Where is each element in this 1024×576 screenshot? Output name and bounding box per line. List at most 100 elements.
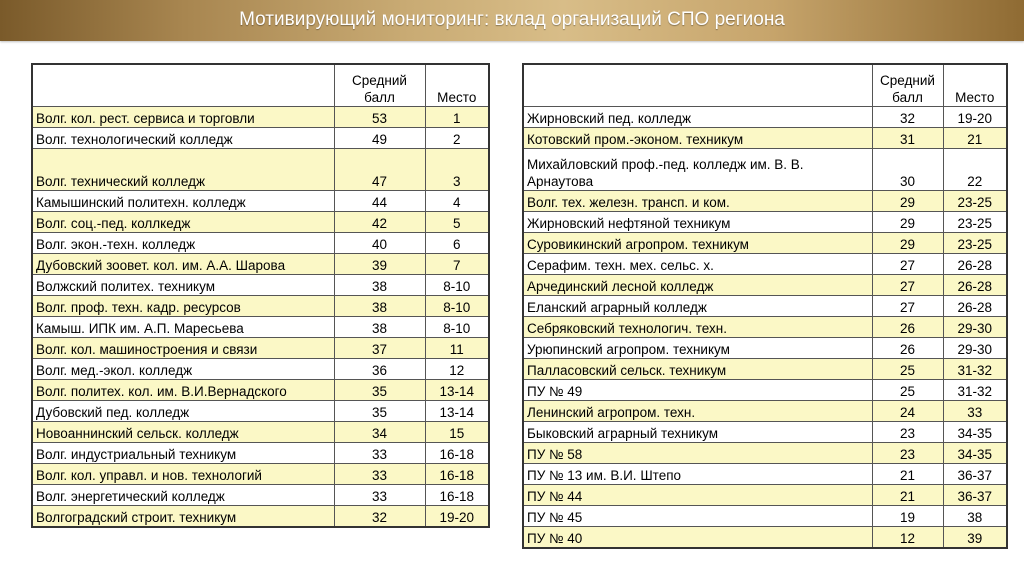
score-cell: 19: [871, 505, 944, 527]
score-cell: 47: [333, 148, 426, 191]
org-name-cell: ПУ № 44: [522, 484, 873, 506]
org-name-cell: Быковский аграрный техникум: [522, 421, 873, 443]
place-cell: 2: [424, 127, 490, 149]
table-row: Камышинский политехн. колледж 44 4: [31, 190, 490, 212]
place-cell: 39: [942, 526, 1008, 549]
score-cell: 26: [871, 337, 944, 359]
place-cell: 16-18: [424, 442, 490, 464]
org-name-cell: ПУ № 40: [522, 526, 873, 549]
table-row: ПУ № 13 им. В.И. Штепо 21 36-37: [522, 463, 1008, 485]
place-cell: 36-37: [942, 484, 1008, 506]
table-row: Волг. политех. кол. им. В.И.Вернадского 3…: [31, 379, 490, 401]
score-cell: 34: [333, 421, 426, 443]
place-cell: 12: [424, 358, 490, 380]
place-cell: 29-30: [942, 316, 1008, 338]
table-row: Арчединский лесной колледж 27 26-28: [522, 274, 1008, 296]
org-name-cell: Волг. политех. кол. им. В.И.Вернадского: [31, 379, 335, 401]
score-cell: 38: [333, 295, 426, 317]
org-name-cell: Михайловский проф.-пед. колледж им. В. В…: [522, 148, 873, 191]
score-cell: 33: [333, 463, 426, 485]
score-cell: 29: [871, 232, 944, 254]
score-cell: 33: [333, 442, 426, 464]
score-cell: 42: [333, 211, 426, 233]
table-row: ПУ № 44 21 36-37: [522, 484, 1008, 506]
header-place: Место: [424, 63, 490, 107]
score-cell: 40: [333, 232, 426, 254]
score-cell: 31: [871, 127, 944, 149]
place-cell: 13-14: [424, 400, 490, 422]
table-row: Волг. тех. железн. трансп. и ком. 29 23-25: [522, 190, 1008, 212]
table-row: ПУ № 45 19 38: [522, 505, 1008, 527]
score-cell: 35: [333, 379, 426, 401]
place-cell: 26-28: [942, 253, 1008, 275]
table-row: Серафим. техн. мех. сельс. х. 27 26-28: [522, 253, 1008, 275]
score-cell: 38: [333, 274, 426, 296]
org-name-cell: Волг. технический колледж: [31, 148, 335, 191]
place-cell: 1: [424, 106, 490, 128]
table-row: Котовский пром.-эконом. техникум 31 21: [522, 127, 1008, 149]
place-cell: 13-14: [424, 379, 490, 401]
score-cell: 24: [871, 400, 944, 422]
place-cell: 23-25: [942, 232, 1008, 254]
score-cell: 30: [871, 148, 944, 191]
table-row: Волгоградский строит. техникум 32 19-20: [31, 505, 490, 528]
table-row: Волг. мед.-экол. колледж 36 12: [31, 358, 490, 380]
org-name-cell: Еланский аграрный колледж: [522, 295, 873, 317]
org-name-cell: Волгоградский строит. техникум: [31, 505, 335, 528]
org-name-cell: Волг. кол. рест. сервиса и торговли: [31, 106, 335, 128]
table-row: ПУ № 49 25 31-32: [522, 379, 1008, 401]
header-place: Место: [942, 63, 1008, 107]
table-row: Волжский политех. техникум 38 8-10: [31, 274, 490, 296]
score-cell: 27: [871, 295, 944, 317]
org-name-cell: ПУ № 49: [522, 379, 873, 401]
header-score: Средний балл: [333, 63, 426, 107]
rating-table-right: Средний балл Место Жирновский пед. колле…: [522, 63, 1008, 549]
score-cell: 25: [871, 358, 944, 380]
place-cell: 36-37: [942, 463, 1008, 485]
table-row: Жирновский нефтяной техникум 29 23-25: [522, 211, 1008, 233]
score-cell: 37: [333, 337, 426, 359]
slide-title: Мотивирующий мониторинг: вклад организац…: [239, 9, 785, 30]
org-name-cell: Жирновский пед. колледж: [522, 106, 873, 128]
org-name-cell: Жирновский нефтяной техникум: [522, 211, 873, 233]
score-cell: 27: [871, 253, 944, 275]
place-cell: 8-10: [424, 274, 490, 296]
place-cell: 23-25: [942, 190, 1008, 212]
score-cell: 49: [333, 127, 426, 149]
table-row: Дубовский зоовет. кол. им. А.А. Шарова 39…: [31, 253, 490, 275]
place-cell: 21: [942, 127, 1008, 149]
org-name-cell: Волг. кол. машиностроения и связи: [31, 337, 335, 359]
table-header-row: Средний балл Место: [522, 63, 1008, 107]
place-cell: 38: [942, 505, 1008, 527]
score-cell: 21: [871, 484, 944, 506]
org-name-cell: Волг. индустриальный техникум: [31, 442, 335, 464]
place-cell: 4: [424, 190, 490, 212]
org-name-cell: Волжский политех. техникум: [31, 274, 335, 296]
org-name-cell: Волг. тех. железн. трансп. и ком.: [522, 190, 873, 212]
table-row: Волг. соц.-пед. коллкедж 42 5: [31, 211, 490, 233]
score-cell: 32: [333, 505, 426, 528]
score-cell: 21: [871, 463, 944, 485]
header-score: Средний балл: [871, 63, 944, 107]
place-cell: 22: [942, 148, 1008, 191]
org-name-cell: Волг. кол. управл. и нов. технологий: [31, 463, 335, 485]
org-name-cell: Себряковский технологич. техн.: [522, 316, 873, 338]
place-cell: 26-28: [942, 274, 1008, 296]
place-cell: 11: [424, 337, 490, 359]
table-row: Волг. энергетический колледж 33 16-18: [31, 484, 490, 506]
org-name-cell: Палласовский сельск. техникум: [522, 358, 873, 380]
place-cell: 33: [942, 400, 1008, 422]
place-cell: 26-28: [942, 295, 1008, 317]
score-cell: 23: [871, 421, 944, 443]
place-cell: 5: [424, 211, 490, 233]
score-cell: 25: [871, 379, 944, 401]
table-row: Волг. кол. управл. и нов. технологий 33 16…: [31, 463, 490, 485]
table-row: Волг. индустриальный техникум 33 16-18: [31, 442, 490, 464]
score-cell: 44: [333, 190, 426, 212]
score-cell: 53: [333, 106, 426, 128]
score-cell: 38: [333, 316, 426, 338]
place-cell: 15: [424, 421, 490, 443]
org-name-cell: ПУ № 58: [522, 442, 873, 464]
place-cell: 31-32: [942, 379, 1008, 401]
place-cell: 3: [424, 148, 490, 191]
